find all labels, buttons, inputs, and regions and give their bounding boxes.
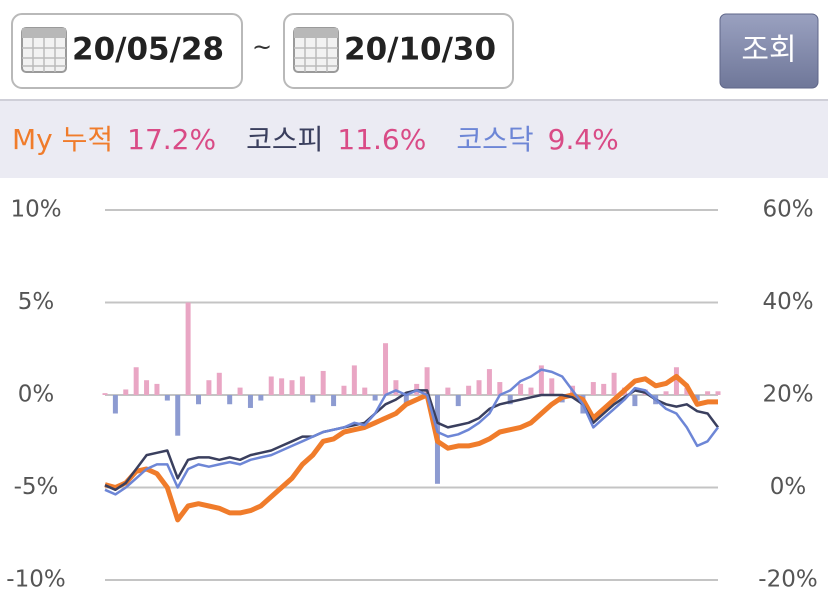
bar <box>549 378 555 395</box>
bar <box>424 367 430 395</box>
date-separator: ~ <box>252 33 272 61</box>
y2-tick-label: 40% <box>762 289 813 315</box>
plot: -10% -5% 0% 5% 10% -20% 0% 20% 40% 60% <box>6 197 817 593</box>
bar <box>673 367 679 395</box>
bar <box>663 391 669 395</box>
bar <box>445 387 451 395</box>
bar <box>164 395 170 401</box>
bar <box>466 385 472 395</box>
bar <box>528 387 534 395</box>
legend-total: 9.4% <box>548 123 619 156</box>
bar <box>538 365 544 395</box>
bar <box>185 302 191 395</box>
bar <box>237 387 243 395</box>
y2-tick-label: 0% <box>770 474 807 500</box>
legend-name: 코스피 <box>246 123 323 156</box>
y-tick-label: -5% <box>14 474 59 500</box>
bar <box>123 389 129 395</box>
bar <box>684 387 690 395</box>
y-tick-label: 10% <box>10 197 61 223</box>
bar <box>393 380 399 395</box>
bar <box>497 382 503 395</box>
series-line <box>104 368 720 496</box>
bar <box>362 387 368 395</box>
bar <box>268 376 274 395</box>
legend-total: 17.2% <box>127 123 216 156</box>
bar <box>372 395 378 401</box>
bar <box>112 395 118 414</box>
bar <box>227 395 233 405</box>
bar <box>590 382 596 395</box>
bar <box>154 383 160 395</box>
bar <box>289 380 295 395</box>
bar <box>102 393 108 395</box>
bar <box>133 367 139 395</box>
start-date-field[interactable] <box>11 13 243 89</box>
start-date: 20/05/28 <box>72 32 224 68</box>
bar <box>144 380 150 395</box>
series-line <box>104 389 720 492</box>
bar <box>694 395 700 401</box>
bar <box>351 365 357 395</box>
legend-total: 11.6% <box>337 123 426 156</box>
bar <box>206 380 212 395</box>
series-line <box>104 374 718 523</box>
bar <box>331 395 337 407</box>
bar <box>518 383 524 395</box>
bar <box>403 395 409 405</box>
bar <box>383 343 389 395</box>
y2-tick-label: 20% <box>762 382 813 408</box>
y-tick-label: 0% <box>18 382 55 408</box>
bar <box>705 391 711 395</box>
calendar-icon <box>293 27 339 73</box>
end-date: 20/10/30 <box>344 32 496 68</box>
bar <box>611 372 617 395</box>
bar <box>476 380 482 395</box>
y-tick-label: 5% <box>18 289 55 315</box>
bar <box>247 395 253 408</box>
bar <box>196 395 202 405</box>
end-date-field[interactable] <box>283 13 514 89</box>
bar <box>486 369 492 395</box>
bar <box>455 395 461 407</box>
y-tick-label: -10% <box>6 567 65 593</box>
legend-band <box>0 100 828 178</box>
calendar-icon <box>21 27 67 73</box>
bar <box>715 391 721 395</box>
y2-tick-label: 60% <box>762 197 813 223</box>
legend: My 누적 17.2% 코스피 11.6% 코스닥 9.4% <box>12 123 619 156</box>
bar <box>320 370 326 395</box>
legend-name: My 누적 <box>12 123 113 156</box>
bar <box>507 395 513 405</box>
bar <box>175 395 181 436</box>
bar <box>632 395 638 407</box>
search-button[interactable] <box>719 13 819 89</box>
bar <box>258 395 264 401</box>
bar <box>216 372 222 395</box>
bar <box>310 395 316 403</box>
bar <box>341 385 347 395</box>
legend-name: 코스닥 <box>456 123 533 156</box>
bar <box>601 383 607 395</box>
bar <box>279 378 285 395</box>
search-button-label: 조회 <box>741 33 796 68</box>
bar <box>299 376 305 395</box>
y2-tick-label: -20% <box>758 567 817 593</box>
